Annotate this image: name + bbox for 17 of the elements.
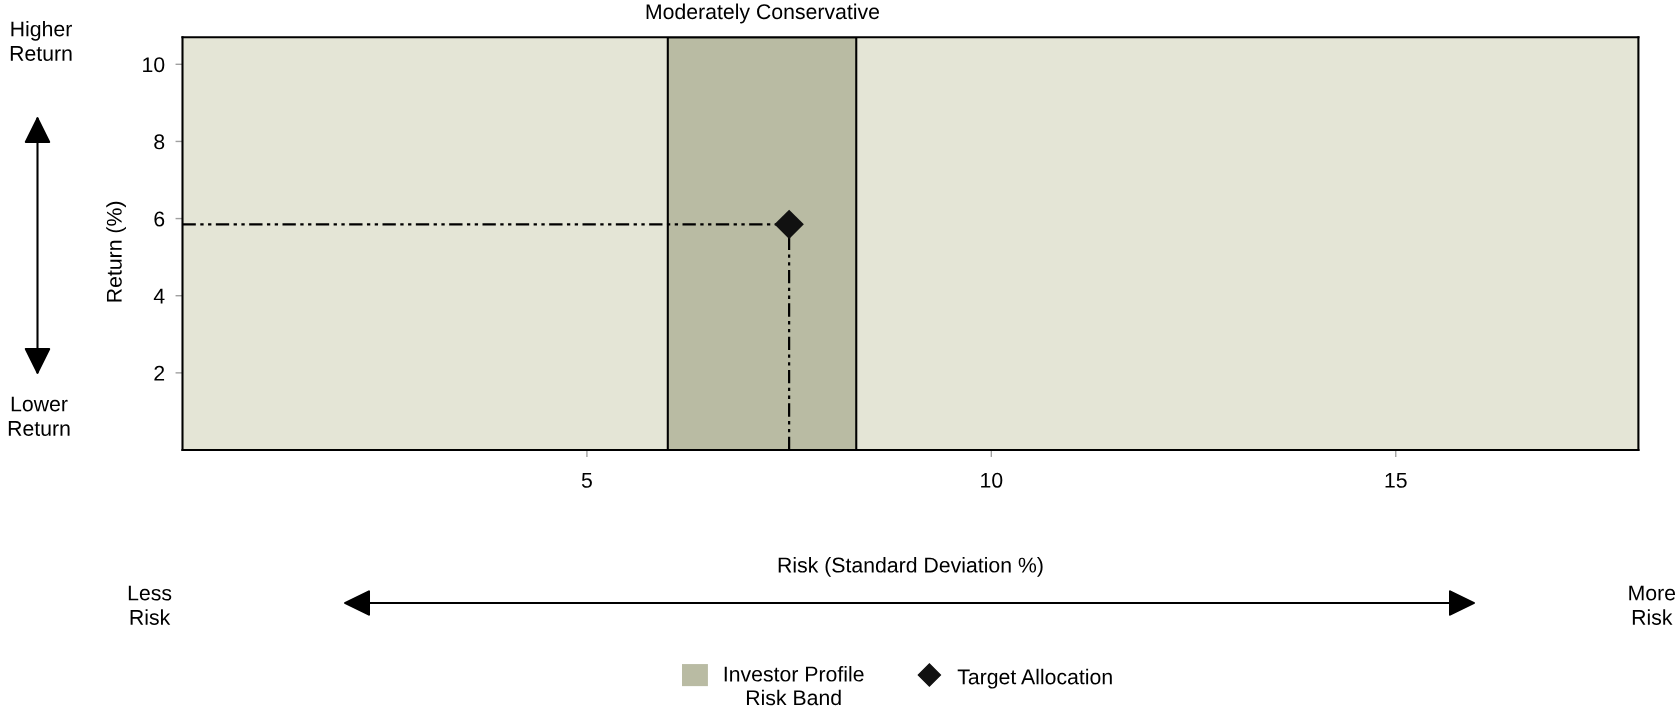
x-tick-label: 5: [581, 473, 592, 488]
y-tick-label: 4: [153, 288, 165, 304]
y-axis-title: Return (%): [106, 201, 126, 302]
y-tick-label: 2: [154, 365, 165, 381]
annotation: Moderately Conservative: [646, 3, 880, 24]
y-tick-label: 10: [143, 57, 165, 73]
x-tick-label: 10: [981, 472, 1003, 488]
x-axis-title: Risk (Standard Deviation %): [778, 557, 1043, 577]
y-tick-label: 6: [154, 211, 165, 227]
text: More Risk: [1629, 585, 1676, 625]
legend-label: Investor Profile Risk Band: [724, 666, 864, 706]
y-tick-label: 8: [154, 134, 165, 150]
text: Less Risk: [128, 585, 172, 625]
text: Higher Return: [10, 20, 72, 61]
x-tick-label: 15: [1385, 473, 1407, 488]
text: Lower Return: [8, 396, 70, 436]
legend-label: Target Allocation: [957, 668, 1112, 689]
